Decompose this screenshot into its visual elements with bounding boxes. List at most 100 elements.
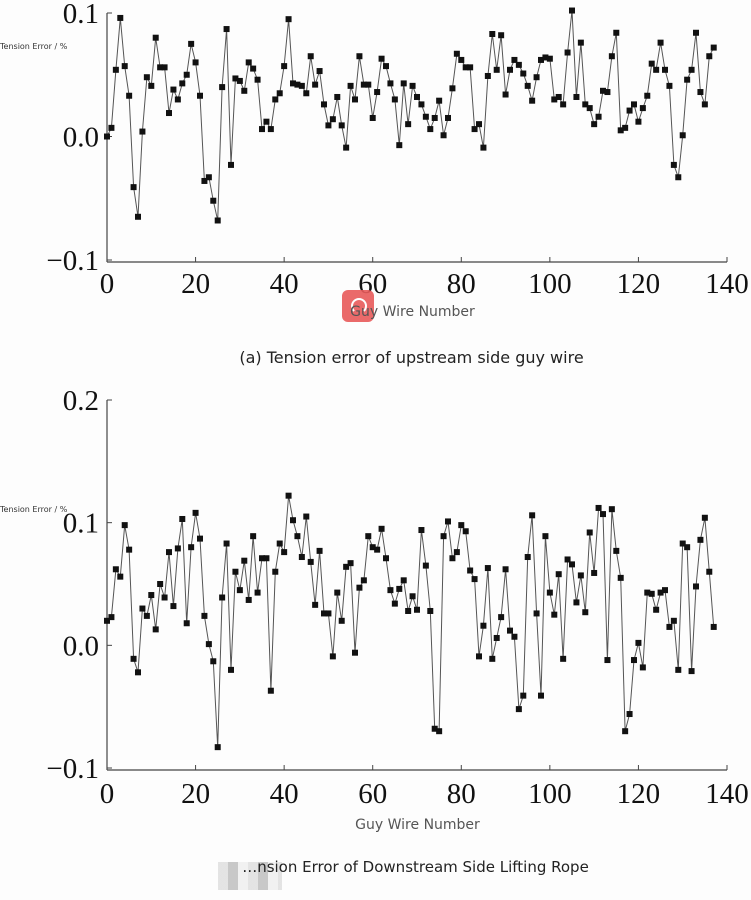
chart1-y-tick-label: 0.0 [63, 122, 99, 154]
chart2-data-point [458, 522, 465, 529]
chart2-data-point [493, 634, 500, 641]
chart2-x-tick-label: 0 [100, 778, 115, 810]
chart2-data-point [219, 594, 226, 601]
chart1-data-point [515, 61, 522, 68]
chart1-data-point [148, 82, 155, 89]
chart2-data-point [418, 527, 425, 534]
chart1-data-point [161, 64, 168, 71]
chart1-data-point [396, 142, 403, 149]
chart2-data-point [259, 555, 265, 562]
chart2-data-point [356, 584, 363, 591]
chart1-data-point [338, 122, 345, 129]
chart1-data-point [697, 89, 704, 96]
chart2-y-tick-label: −0.1 [46, 753, 99, 785]
chart1-data-point [706, 53, 713, 60]
chart1-data-point [329, 116, 336, 123]
chart1-series-line [106, 10, 715, 221]
pixelated-redaction [218, 862, 282, 890]
chart1-data-point [409, 82, 416, 89]
chart2-data-point [174, 545, 181, 552]
chart2-data-point [679, 540, 686, 547]
chart1-data-point [670, 161, 677, 168]
chart1-data-point [502, 91, 509, 98]
chart2-data-point [538, 692, 544, 699]
chart2-data-point [701, 514, 708, 521]
chart2-data-point [232, 568, 239, 575]
reload-icon [342, 290, 374, 322]
chart2-data-point [657, 589, 664, 596]
chart2-data-point [666, 623, 673, 630]
chart2-data-point [436, 728, 443, 735]
chart2-series-line [106, 495, 715, 748]
chart2-data-point [622, 728, 629, 735]
chart1-data-point [644, 92, 651, 99]
chart2-data-point [365, 533, 372, 540]
chart1-data-point [316, 68, 323, 75]
chart1-data-point [427, 126, 434, 133]
chart2-data-point [449, 555, 456, 562]
chart2-x-tick-label: 140 [705, 778, 749, 810]
chart1-data-point [400, 80, 407, 87]
chart1-x-tick-label: 100 [528, 268, 572, 300]
chart2-data-point [462, 528, 469, 535]
chart2-x-tick-label: 100 [528, 778, 572, 810]
chart2-data-point [387, 587, 394, 594]
chart2-data-point [480, 622, 487, 629]
chart2-data-point [409, 593, 416, 600]
chart1-data-point [414, 93, 420, 100]
chart2-data-point [582, 609, 589, 616]
chart1-data-point [276, 90, 283, 97]
chart2-data-point [684, 544, 691, 551]
chart2-data-point [484, 565, 491, 572]
chart2-data-point [555, 571, 562, 578]
chart1-data-point [635, 118, 642, 125]
chart1-data-point [267, 126, 274, 133]
chart1-data-point [498, 32, 505, 39]
chart2-data-point [414, 606, 420, 613]
chart2-x-axis-label: Guy Wire Number [355, 817, 480, 833]
chart2-data-point [710, 623, 717, 630]
chart1-y-tick-label: 0.1 [63, 0, 99, 30]
chart2-data-point [577, 572, 584, 579]
chart1-data-point [223, 26, 230, 33]
chart2-data-point [453, 549, 460, 556]
chart1-data-point [298, 82, 305, 89]
chart1-data-point [325, 122, 332, 129]
chart1-y-axis-label: Tension Error / % [0, 42, 68, 51]
chart1-data-point [236, 77, 243, 84]
chart2-y-tick-label: 0.0 [63, 630, 99, 662]
chart2-data-point [281, 549, 288, 556]
chart2-data-point [533, 610, 540, 617]
chart1-data-point [232, 75, 239, 82]
chart1-data-point [285, 16, 292, 23]
chart1-data-point [586, 105, 593, 112]
chart2-data-point [507, 627, 513, 634]
chart2-data-point [263, 555, 270, 562]
chart2-data-point [179, 515, 186, 522]
chart1-data-point [436, 97, 443, 104]
chart1-data-point [710, 44, 717, 51]
chart1-data-point [374, 89, 381, 96]
chart1-data-point [595, 113, 602, 120]
chart2-data-point [316, 547, 323, 554]
chart2-data-point [374, 546, 381, 553]
chart2-data-point [223, 540, 230, 547]
chart1-data-point [179, 80, 186, 87]
chart2-x-tick-label: 40 [270, 778, 299, 810]
chart2-data-point [635, 639, 642, 646]
chart2-data-point [228, 666, 234, 673]
chart2-data-point [573, 599, 580, 606]
chart1-data-point [617, 127, 624, 134]
chart2-data-point [670, 617, 677, 624]
chart1-data-point [480, 144, 487, 151]
chart2-data-point [192, 509, 199, 516]
chart2-data-point [675, 666, 682, 673]
chart2-data-point [378, 525, 385, 532]
chart1-data-point [108, 124, 115, 131]
chart2-data-point [170, 603, 177, 610]
chart2-data-point [551, 611, 558, 618]
chart1-data-point [524, 82, 531, 89]
chart1-data-point [613, 29, 620, 36]
chart1-data-point [564, 49, 571, 56]
chart2-y-tick-label: 0.1 [63, 508, 99, 540]
